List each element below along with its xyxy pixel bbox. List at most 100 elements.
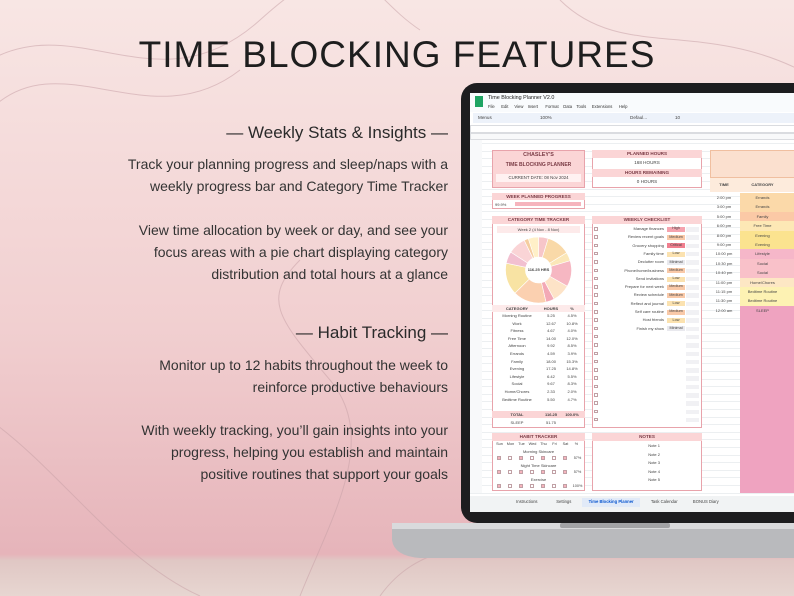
spreadsheet-screen: Time Blocking Planner V2.0 File Edit View In…	[470, 93, 794, 512]
tracker-total: TOTAL	[510, 411, 524, 417]
tracker-cols-bg	[492, 305, 585, 312]
tracker-cell: 3.9%	[567, 351, 577, 356]
habit-pct: 57%	[573, 469, 582, 474]
checklist-priority: Low	[672, 301, 680, 305]
habit-day: %	[574, 442, 579, 446]
week-dropdown	[497, 226, 580, 233]
tracker-column: %	[570, 305, 574, 311]
schedule-row	[740, 240, 794, 250]
schedule-time: 8:00 pm	[716, 232, 732, 238]
schedule-time: 10:40 pm	[715, 270, 733, 276]
schedule-row	[740, 305, 794, 316]
schedule-category: Errands	[755, 204, 770, 210]
priority-pill	[667, 293, 685, 299]
schedule-cols-bg	[710, 178, 794, 192]
remaining-hours: 0 HOURS	[636, 179, 658, 184]
schedule-row	[740, 268, 794, 278]
habit-check	[552, 484, 556, 488]
dropdown	[686, 409, 699, 415]
checkbox	[594, 268, 598, 273]
habit-day: Sat	[562, 442, 569, 446]
priority-pill	[667, 268, 685, 274]
sheet-tab[interactable]: Instructions	[516, 499, 538, 504]
priority-pill	[667, 284, 685, 290]
habit-check	[530, 456, 534, 460]
tracker-cell: 14.00	[545, 335, 556, 341]
schedule-column: TIME	[719, 182, 729, 187]
toolbar-zoom: 100%	[540, 115, 552, 120]
schedule-time: 11:15 pm	[715, 289, 733, 294]
schedule-row	[740, 296, 794, 306]
menu-item: Extensions	[591, 104, 613, 109]
tracker-cell: Free Time	[507, 335, 526, 341]
habit-check	[497, 484, 501, 488]
checkbox	[594, 343, 598, 347]
checklist-task: Declutter room	[637, 259, 664, 265]
tracker-cell: Morning Routine	[502, 313, 532, 318]
checkbox	[594, 227, 598, 231]
schedule-category: Bedtime Routine	[747, 289, 778, 294]
habit-check	[563, 484, 567, 488]
schedule-row	[740, 202, 794, 212]
remaining-label-bg	[592, 169, 702, 177]
habit-check	[563, 470, 567, 474]
tracker-cell: 6.42	[547, 373, 555, 379]
schedule-row	[740, 221, 794, 231]
tracker-cell: Afternoon	[508, 343, 526, 349]
dropdown	[686, 318, 699, 323]
schedule-time: 10:30 pm	[715, 260, 733, 266]
checklist-label: WEEKLY CHECKLIST	[623, 217, 671, 222]
tracker-cell: 5.25	[547, 313, 555, 318]
checkbox	[594, 293, 598, 297]
checkbox	[594, 285, 598, 289]
priority-pill	[667, 251, 685, 257]
schedule-row	[740, 249, 794, 259]
toolbar-font: Defaul...	[630, 115, 648, 120]
priority-pill	[667, 235, 685, 240]
menu-item: Data	[563, 104, 573, 109]
habit-day: Fri	[552, 442, 557, 446]
sheet-tab[interactable]: BONUS Diary	[692, 499, 719, 504]
paragraph-line: weekly progress bar and Category Time Tr…	[149, 178, 448, 194]
checkbox	[594, 243, 598, 248]
dropdown	[686, 376, 699, 381]
sheet-tab[interactable]: Task Calendar	[650, 499, 678, 504]
section-heading: — Habit Tracking —	[295, 323, 448, 342]
schedule-time: 6:00 pm	[716, 223, 732, 229]
dropdown	[686, 351, 699, 356]
dropdown	[686, 235, 699, 240]
schedule-category: Social	[757, 260, 768, 266]
paragraph-line: reinforce productive behaviours	[252, 379, 448, 395]
toolbar-search: Menus	[478, 115, 492, 120]
checkbox	[594, 368, 598, 372]
habit-check	[541, 470, 545, 474]
checklist-priority: Medium	[669, 234, 683, 239]
habits-label-bg	[492, 433, 585, 441]
checkbox	[594, 417, 598, 422]
sheet-tab[interactable]: Settings	[556, 499, 572, 504]
schedule-category: Family	[756, 213, 769, 219]
paragraph-line: View time allocation by week or day, and…	[138, 222, 448, 238]
paragraph-line: focus areas with a pie chart displaying …	[153, 244, 448, 260]
tracker-cell: 12.67	[545, 320, 556, 326]
checkbox	[594, 301, 598, 306]
habit-pct: 57%	[573, 455, 582, 460]
tracker-cell: Errands	[509, 351, 524, 356]
tracker-cell: Lifestyle	[509, 373, 525, 379]
menu-item: View	[514, 104, 524, 109]
tracker-cell: Work	[512, 320, 522, 326]
progress-label: WEEK PLANNED PROGRESS	[506, 193, 571, 199]
sheet-tab[interactable]: Time Blocking Planner	[582, 498, 641, 507]
dropdown	[686, 393, 699, 398]
tracker-label: CATEGORY TIME TRACKER	[507, 217, 570, 222]
schedule-time: 9:00 pm	[716, 242, 732, 247]
habit-name: Night Time Skincare	[520, 463, 557, 468]
tracker-column: HOURS	[543, 305, 559, 311]
dropdown	[686, 276, 699, 282]
schedule-time: 10:00 pm	[715, 251, 733, 257]
tracker-cell: 9.67	[547, 381, 555, 387]
tracker-cell: 10.8%	[566, 320, 578, 326]
date-cell	[496, 174, 581, 182]
priority-pill	[667, 318, 685, 323]
